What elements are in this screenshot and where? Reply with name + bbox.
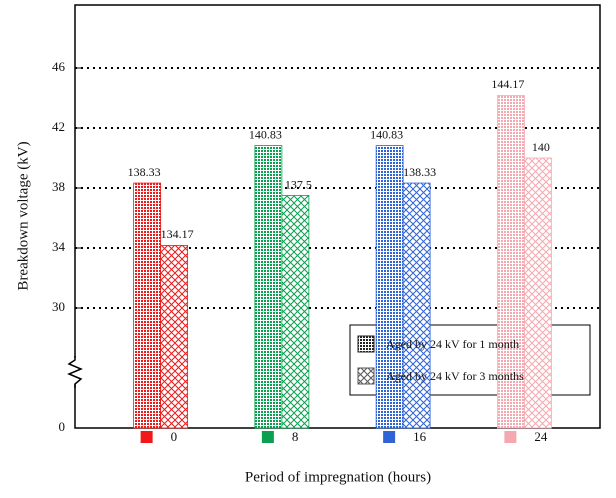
y-tick-label: 34 [52, 239, 66, 254]
category-swatch [383, 431, 396, 443]
y-tick-label: 46 [52, 59, 66, 74]
x-tick-label: 16 [413, 429, 427, 444]
legend-swatch [357, 367, 375, 385]
bar [402, 182, 431, 429]
value-label: 140.83 [370, 127, 403, 141]
category-swatch [261, 431, 274, 443]
bar [160, 245, 189, 429]
legend-label: Aged by 24 kV for 1 month [386, 337, 519, 351]
value-label: 134.17 [161, 227, 194, 241]
value-label: 138.33 [128, 165, 161, 179]
y-tick-label: 42 [52, 119, 65, 134]
category-swatch [140, 431, 153, 443]
value-label: 140.83 [249, 127, 282, 141]
y-tick-label: 30 [52, 299, 65, 314]
axis-break [67, 356, 83, 388]
y-axis-label: Breakdown voltage (kV) [15, 141, 31, 290]
bar [523, 157, 552, 429]
plot-frame [74, 4, 601, 429]
value-label: 137.5 [285, 177, 312, 191]
x-tick-label: 24 [534, 429, 548, 444]
bar [133, 182, 162, 429]
x-tick-label: 8 [292, 429, 299, 444]
value-label: 140 [532, 140, 550, 154]
legend-label: Aged by 24 kV for 3 months [386, 369, 524, 383]
x-axis-label: Period of impregnation (hours) [245, 469, 431, 485]
y-tick-label: 0 [59, 419, 66, 434]
bar [254, 145, 283, 429]
x-tick-label: 0 [171, 429, 178, 444]
bar [375, 145, 404, 429]
value-label: 138.33 [403, 165, 436, 179]
category-swatch [504, 431, 517, 443]
y-tick-label: 38 [52, 179, 65, 194]
legend-swatch [357, 335, 375, 353]
value-label: 144.17 [491, 77, 524, 91]
bar [281, 195, 310, 429]
bar [496, 95, 525, 429]
